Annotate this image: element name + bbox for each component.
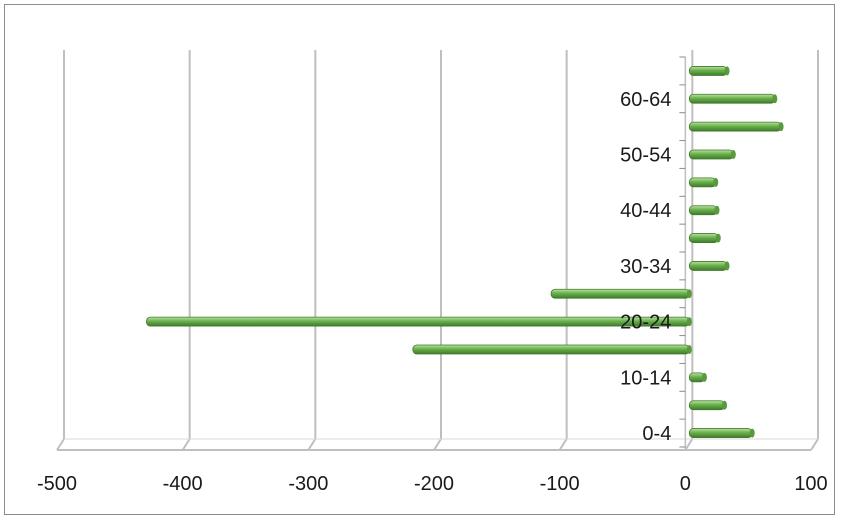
bar-50-54 (688, 149, 736, 160)
bar-end-cap (772, 94, 778, 104)
x-tick-label: -100 (540, 473, 580, 495)
gridline-depth (56, 438, 65, 451)
bar-chart: -500 -400 -300 -200 -100 0 100 0-4 10-14 20-24 30-… (37, 50, 828, 495)
bar-end-cap (686, 345, 692, 354)
bar-end-cap (715, 233, 721, 243)
bar-end-cap (701, 372, 707, 382)
bar-end-cap (724, 261, 730, 271)
bar-15-19 (412, 344, 692, 355)
bar-body (688, 205, 718, 216)
gridline-depth (684, 438, 694, 451)
bar-end-cap (749, 428, 755, 438)
bar-60-64 (688, 93, 778, 104)
bar-end-cap (722, 400, 728, 410)
bar-end-cap (686, 289, 692, 299)
x-tick-label: 100 (794, 473, 827, 495)
gridline-depth (433, 438, 442, 451)
category-label: 40-44 (620, 200, 671, 222)
category-label: 30-34 (620, 256, 671, 278)
bar-body (688, 149, 734, 160)
bar-body (688, 66, 728, 76)
bar-end-cap (724, 66, 730, 76)
bar-body (688, 93, 776, 104)
x-tick-label: -400 (163, 473, 203, 495)
bar-body (688, 233, 719, 243)
gridline-depth (181, 438, 191, 451)
category-label: 50-54 (620, 145, 671, 167)
bar-25-29 (550, 288, 692, 299)
bar-55-59 (688, 121, 784, 132)
category-label: 20-24 (620, 312, 671, 334)
bar-45-49 (688, 177, 719, 188)
bar-65+ (688, 66, 730, 76)
bar-0-4 (688, 428, 755, 438)
bar-40-44 (688, 205, 720, 216)
category-label: 10-14 (620, 367, 671, 389)
gridline-depth (810, 438, 819, 451)
bar-20-24 (146, 316, 692, 327)
bar-end-cap (730, 150, 736, 159)
bar-end-cap (686, 317, 692, 327)
bar-10-14 (688, 372, 707, 383)
category-label: 60-64 (620, 89, 671, 111)
bar-5-9 (688, 400, 728, 411)
bar-body (688, 261, 728, 271)
x-tick-label: 0 (680, 473, 691, 495)
x-tick-label: -300 (288, 473, 328, 495)
x-tick-label: -200 (414, 473, 454, 495)
bar-30-34 (688, 261, 730, 271)
bar-end-cap (714, 205, 720, 215)
bar-body (688, 177, 717, 188)
bar-body (688, 428, 753, 438)
bar-end-cap (778, 122, 784, 132)
bar-body (146, 316, 690, 327)
chart-frame: -500 -400 -300 -200 -100 0 100 0-4 10-14 20-24 30-… (4, 4, 835, 515)
category-label: 0-4 (642, 423, 671, 445)
x-tick-label: -500 (37, 473, 77, 495)
bar-end-cap (713, 177, 719, 187)
gridline-depth (307, 438, 317, 451)
bar-body (412, 344, 690, 355)
gridline-depth (558, 438, 568, 451)
bar-35-39 (688, 233, 721, 243)
bar-body (688, 400, 725, 411)
bar-body (550, 288, 690, 299)
bar-body (688, 121, 782, 132)
